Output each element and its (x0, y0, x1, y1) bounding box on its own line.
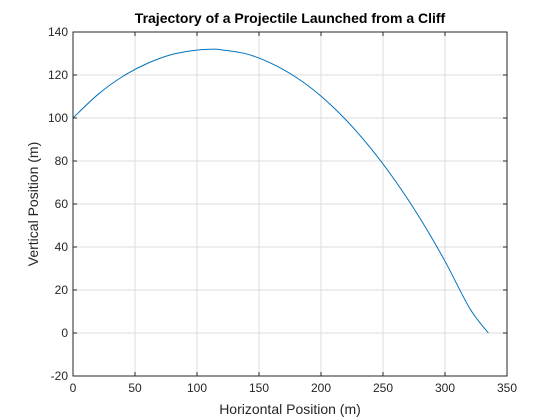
grid (73, 32, 507, 376)
y-tick-label: 20 (55, 283, 69, 297)
chart-title: Trajectory of a Projectile Launched from… (135, 10, 446, 26)
series-line (72, 48, 489, 334)
x-tick-label: 250 (373, 381, 393, 395)
x-tick-label: 0 (70, 381, 77, 395)
y-tick-label: 60 (55, 197, 69, 211)
y-tick-label: 140 (48, 25, 68, 39)
x-tick-label: 50 (128, 381, 142, 395)
x-tick-label: 350 (497, 381, 517, 395)
x-tick-label: 150 (249, 381, 269, 395)
ticks: 0 50 100 150 200 250 300 350-200204060801001201… (48, 25, 517, 395)
x-tick-label: 100 (187, 381, 207, 395)
y-tick-label: 80 (55, 154, 69, 168)
y-tick-label: -20 (51, 369, 69, 383)
y-tick-label: 0 (61, 326, 68, 340)
series-layer (72, 48, 489, 334)
y-tick-label: 40 (55, 240, 69, 254)
y-axis-label: Vertical Position (m) (25, 142, 41, 266)
y-tick-label: 100 (48, 111, 68, 125)
x-axis-label: Horizontal Position (m) (219, 401, 361, 417)
x-tick-label: 200 (311, 381, 331, 395)
x-tick-label: 300 (435, 381, 455, 395)
y-tick-label: 120 (48, 68, 68, 82)
